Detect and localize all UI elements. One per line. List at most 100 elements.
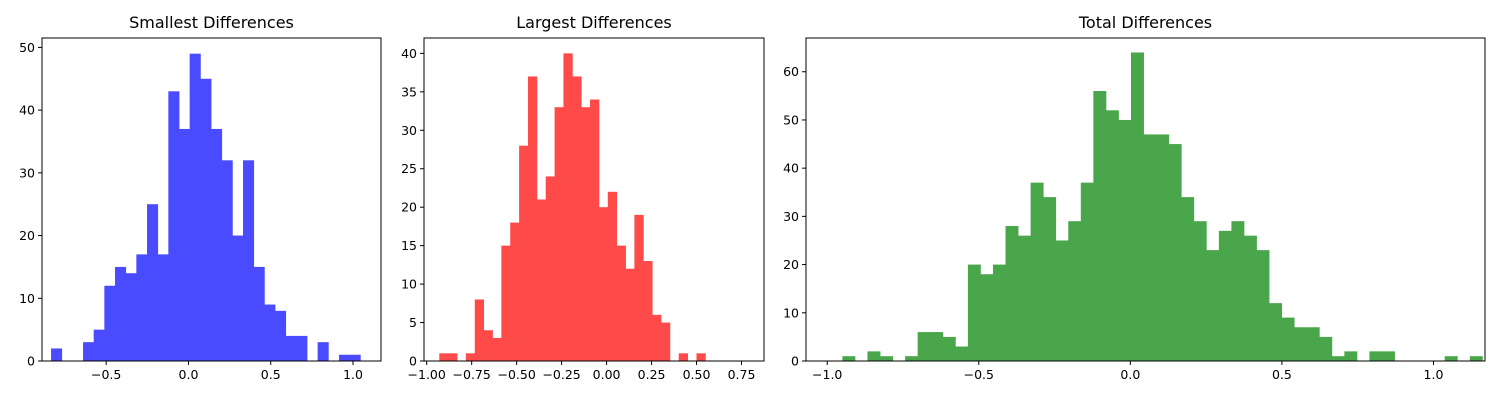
y-tick-label: 5 [409,315,417,330]
y-tick-label: 35 [401,84,417,99]
histogram-bar [930,332,944,361]
x-tick-label: −1.0 [812,367,842,382]
panel-smallest-differences: Smallest Differences −0.5 0.0 0.5 1.0 0 10 20… [19,13,382,382]
y-tick-label: 20 [783,257,799,272]
y-tick-label: 10 [401,277,417,292]
histogram-bar [125,273,137,361]
y-tick-label: 40 [783,161,799,176]
histogram-bar [1469,356,1483,361]
y-tick-label: 20 [19,228,35,243]
x-tick-label: −0.75 [453,367,491,382]
histogram-bar [625,268,635,361]
histogram-bar [867,351,881,361]
chart-title-smallest: Smallest Differences [129,13,294,32]
histogram-bar [1444,356,1458,361]
histogram-bar [634,214,644,361]
x-tick-label: 0.75 [728,367,756,382]
histogram-bar [545,176,555,361]
histogram-bar [1068,221,1082,361]
histogram-bar [1030,182,1044,361]
histogram-bar [448,353,458,361]
x-tick-label: 0.00 [593,367,621,382]
histogram-bar [1005,226,1019,361]
axes-frame-smallest [41,37,382,362]
histogram-bar [349,354,361,361]
histogram-bar [967,264,981,361]
histogram-bar [1131,52,1144,362]
histogram-bar [474,299,485,361]
histogram-bar [1143,134,1157,361]
histogram-bar [1093,91,1107,361]
y-tick-label: 50 [19,40,35,55]
x-tick-label: 0.50 [683,367,711,382]
y-tick-label: 0 [791,354,799,369]
histogram-bar [179,128,191,361]
histogram-bar [1281,317,1295,361]
histogram-bar [1018,235,1032,361]
histogram-bar [253,266,265,361]
x-tick-label: 0.0 [179,367,199,382]
histogram-bar [678,353,689,361]
histogram-bar [1193,221,1207,361]
histogram-bar [1256,250,1270,361]
x-tick-label: −1.00 [408,367,446,382]
histogram-bar [1218,230,1232,361]
histogram-bar [501,245,511,361]
histogram-bar [1118,119,1132,362]
histogram-bar [1206,250,1220,361]
histogram-bar [1319,336,1333,361]
histogram-bar [563,53,573,361]
histogram-bar [510,222,520,361]
x-tick-label: −0.50 [497,367,535,382]
histogram-bar [696,353,706,361]
x-tick-label: 0.25 [638,367,666,382]
histogram-bar [905,356,919,361]
histogram-bar [157,254,169,361]
histogram-bar [842,356,856,361]
histogram-bar [483,330,493,361]
y-tick-label: 10 [19,291,35,306]
histogram-bar [274,310,287,361]
histogram-bar [607,191,618,361]
histogram-bar [1168,144,1182,361]
histogram-bar [232,235,244,361]
histogram-bar [616,245,626,361]
histogram-bar [211,128,223,361]
histogram-bar [1294,327,1308,361]
y-tick-label: 50 [783,112,799,127]
histogram-bar [652,314,662,361]
histogram-bar [465,353,476,361]
histogram-bar [1156,134,1170,361]
histogram-bar [317,342,329,361]
x-tick-label: −0.25 [542,367,580,382]
histogram-bar [93,329,105,361]
histogram-bar [136,254,148,361]
histogram-bar [554,107,564,362]
histogram-bar [168,91,180,361]
histogram-bar [221,160,233,361]
y-tick-label: 0 [27,354,35,369]
histogram-bar [492,337,502,361]
y-tick-label: 10 [783,305,799,320]
histogram-bar [598,207,609,361]
histogram-bar [643,261,653,361]
histogram-bar [917,332,931,361]
y-tick-label: 20 [401,200,417,215]
histogram-bar [147,204,159,361]
histogram-bar [955,346,969,361]
x-tick-label: 0.5 [261,367,281,382]
histogram-bar [115,266,127,361]
y-tick-label: 15 [401,238,417,253]
x-tick-label: 1.0 [343,367,363,382]
y-tick-label: 60 [783,64,799,79]
histogram-bar [1344,351,1358,361]
histogram-bar [527,76,538,361]
histogram-bar [1243,235,1257,361]
histogram-bar [1382,351,1395,361]
x-tick-label: −0.5 [964,367,994,382]
x-tick-label: 1.0 [1424,367,1444,382]
histogram-bar [942,336,956,361]
histogram-bar [83,342,95,361]
y-tick-label: 0 [409,354,417,369]
